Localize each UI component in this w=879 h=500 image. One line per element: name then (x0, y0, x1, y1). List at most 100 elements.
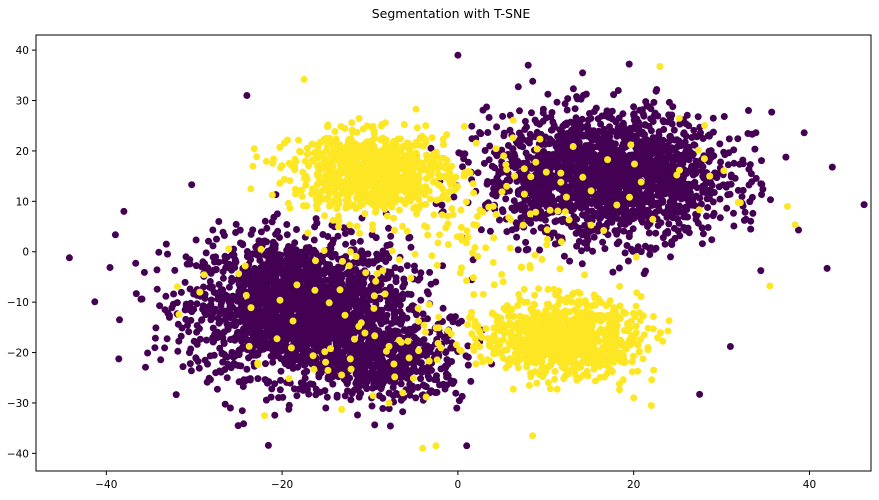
scatter-point-cluster-0 (566, 135, 574, 143)
scatter-point-cluster-0 (625, 179, 633, 187)
scatter-point-cluster-0 (630, 103, 638, 111)
scatter-point-cluster-0 (230, 245, 238, 253)
scatter-point-cluster-0 (355, 393, 363, 401)
scatter-point-cluster-0 (627, 245, 635, 253)
scatter-point-cluster-0 (438, 201, 446, 209)
scatter-point-cluster-0 (612, 129, 620, 137)
scatter-point-cluster-0 (303, 383, 311, 391)
scatter-point-cluster-0 (659, 136, 667, 144)
scatter-point-cluster-0 (262, 360, 269, 368)
scatter-point-cluster-0 (741, 208, 749, 216)
scatter-point-cluster-0 (424, 315, 431, 323)
scatter-point-cluster-0 (546, 140, 554, 148)
scatter-point-cluster-0 (544, 90, 552, 98)
scatter-point-cluster-0 (536, 120, 544, 128)
scatter-point-cluster-0 (198, 316, 205, 324)
scatter-point-cluster-0 (745, 107, 752, 114)
scatter-point-cluster-0 (638, 155, 646, 163)
scatter-point-cluster-0 (307, 268, 315, 276)
scatter-point-cluster-0 (224, 292, 232, 300)
scatter-point-cluster-0 (321, 387, 329, 395)
scatter-point-cluster-0 (730, 209, 737, 217)
scatter-point-cluster-0 (279, 314, 287, 322)
scatter-point-cluster-0 (578, 231, 586, 239)
scatter-point-cluster-0 (531, 193, 538, 201)
scatter-point-cluster-0 (215, 218, 223, 225)
scatter-point-cluster-0 (386, 283, 394, 291)
scatter-point-cluster-0 (382, 258, 390, 265)
scatter-point-cluster-0 (338, 292, 345, 300)
scatter-point-cluster-0 (314, 270, 322, 278)
scatter-point-cluster-0 (252, 269, 260, 277)
scatter-point-cluster-0 (252, 243, 260, 251)
scatter-point-cluster-0 (640, 270, 648, 278)
scatter-point-cluster-0 (254, 375, 262, 383)
scatter-point-cluster-0 (667, 253, 674, 261)
scatter-point-cluster-0 (510, 197, 518, 205)
scatter-point-cluster-0 (384, 271, 392, 278)
scatter-point-cluster-0 (679, 160, 687, 168)
scatter-point-cluster-0 (231, 264, 239, 271)
scatter-point-cluster-0 (443, 356, 451, 364)
scatter-point-cluster-0 (578, 260, 586, 268)
scatter-point-cluster-0 (717, 158, 725, 166)
scatter-point-cluster-0 (187, 367, 195, 375)
scatter-point-cluster-0 (276, 386, 284, 394)
scatter-point-cluster-0 (521, 203, 529, 211)
scatter-point-cluster-0 (590, 233, 598, 241)
scatter-point-cluster-0 (188, 181, 196, 189)
scatter-point-cluster-0 (734, 135, 742, 143)
scatter-point-cluster-0 (333, 353, 341, 361)
scatter-point-cluster-0 (205, 237, 212, 245)
scatter-point-cluster-0 (426, 268, 434, 276)
scatter-point-cluster-0 (232, 220, 240, 228)
scatter-point-cluster-0 (619, 208, 626, 215)
scatter-point-cluster-0 (371, 421, 379, 429)
scatter-point-cluster-0 (196, 335, 204, 343)
scatter-point-cluster-0 (214, 334, 222, 341)
scatter-point-cluster-0 (625, 233, 633, 241)
scatter-point-cluster-0 (486, 142, 494, 150)
scatter-point-cluster-0 (599, 238, 607, 246)
scatter-point-cluster-0 (625, 60, 633, 68)
scatter-point-cluster-0 (255, 314, 263, 322)
scatter-point-cluster-0 (486, 227, 494, 235)
scatter-point-cluster-0 (609, 268, 617, 276)
scatter-point-cluster-0 (573, 95, 581, 103)
scatter-point-cluster-0 (560, 252, 568, 260)
scatter-point-cluster-0 (155, 248, 163, 256)
scatter-point-cluster-0 (757, 180, 765, 188)
scatter-point-cluster-0 (664, 227, 672, 235)
scatter-point-cluster-0 (739, 186, 747, 194)
scatter-point-cluster-0 (236, 226, 244, 234)
scatter-point-cluster-0 (195, 364, 203, 372)
scatter-point-cluster-0 (174, 347, 182, 355)
scatter-point-cluster-0 (237, 307, 245, 315)
scatter-point-cluster-0 (224, 325, 232, 333)
scatter-point-cluster-0 (209, 338, 217, 346)
scatter-point-cluster-0 (618, 220, 625, 228)
scatter-point-cluster-0 (360, 285, 368, 293)
scatter-point-cluster-0 (571, 169, 579, 177)
scatter-point-cluster-0 (528, 164, 536, 172)
scatter-point-cluster-0 (483, 103, 491, 111)
scatter-point-cluster-0 (238, 284, 246, 292)
scatter-point-cluster-0 (860, 201, 868, 209)
scatter-point-cluster-0 (692, 192, 700, 200)
scatter-point-cluster-0 (215, 281, 223, 288)
scatter-point-cluster-0 (261, 217, 269, 225)
scatter-point-cluster-0 (644, 207, 652, 215)
scatter-point-cluster-0 (293, 226, 300, 233)
scatter-point-cluster-0 (561, 100, 569, 108)
scatter-point-cluster-0 (653, 155, 660, 163)
scatter-point-cluster-0 (615, 114, 623, 122)
scatter-point-cluster-0 (467, 377, 475, 385)
scatter-point-cluster-0 (699, 172, 707, 180)
scatter-point-cluster-0 (716, 140, 724, 148)
scatter-point-cluster-0 (281, 343, 289, 350)
scatter-point-cluster-1 (253, 153, 261, 161)
scatter-point-cluster-0 (607, 149, 615, 157)
scatter-point-cluster-0 (186, 360, 194, 368)
scatter-point-cluster-0 (362, 343, 370, 351)
scatter-point-cluster-0 (360, 305, 368, 313)
